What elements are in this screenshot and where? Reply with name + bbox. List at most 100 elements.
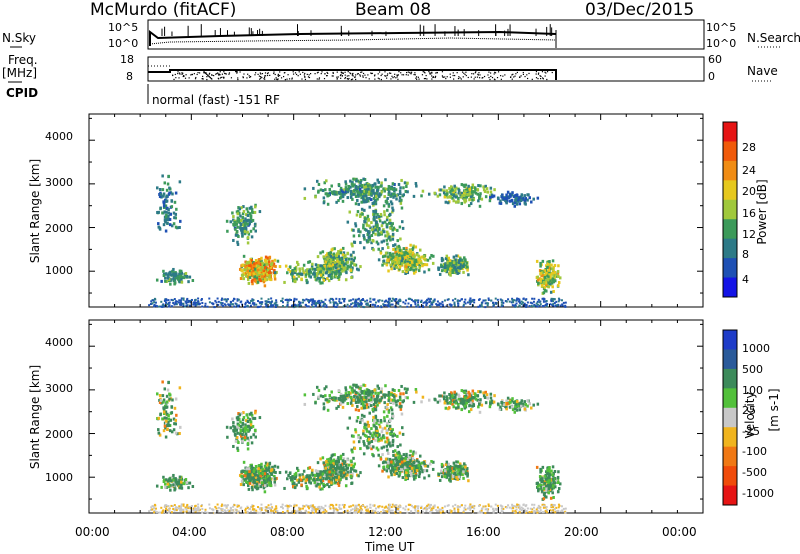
- power-cell: [232, 299, 235, 302]
- nave-dot: [544, 71, 546, 73]
- velocity-cell: [247, 424, 250, 428]
- power-cell: [346, 196, 349, 200]
- power-cell: [354, 185, 358, 189]
- power-cell: [293, 267, 297, 271]
- power-cell: [246, 241, 250, 245]
- power-cell: [256, 306, 259, 309]
- power-cell: [448, 271, 452, 275]
- power-cell: [167, 302, 170, 305]
- power-cell: [172, 302, 175, 305]
- power-cell: [502, 197, 506, 201]
- velocity-cell: [372, 454, 375, 458]
- velocity-cell: [251, 488, 254, 492]
- power-cell: [266, 262, 269, 266]
- power-cell: [265, 305, 268, 308]
- velocity-cell: [269, 484, 273, 488]
- velocity-cell: [368, 411, 371, 415]
- power-cell: [162, 194, 165, 198]
- nave-dot: [446, 76, 448, 78]
- vel-cb-tick-100: 100: [742, 384, 763, 397]
- power-cell: [296, 305, 299, 308]
- nave-dot: [400, 72, 402, 74]
- velocity-cell: [255, 473, 258, 477]
- power-cell: [260, 302, 263, 305]
- power-cell: [378, 227, 381, 231]
- velocity-cell: [357, 440, 361, 444]
- power-cell: [360, 183, 363, 187]
- power-cell: [500, 304, 503, 307]
- power-cell: [174, 191, 178, 195]
- velocity-cell: [394, 453, 397, 457]
- power-cell: [241, 263, 244, 267]
- power-cell: [529, 301, 532, 304]
- power-cell: [342, 262, 346, 266]
- velocity-cell: [250, 413, 254, 417]
- nave-dot: [452, 74, 454, 77]
- power-cell: [454, 258, 458, 262]
- nave-dot: [512, 73, 514, 75]
- power-cell: [354, 224, 358, 228]
- power-cell: [165, 216, 168, 220]
- power-cell: [253, 302, 256, 305]
- velocity-cell: [324, 466, 327, 470]
- nave-dot: [477, 73, 479, 75]
- velocity-cell: [415, 473, 418, 477]
- power-cell: [442, 304, 445, 307]
- velocity-cell: [333, 466, 337, 470]
- power-cell: [536, 303, 539, 306]
- power-cell: [349, 299, 352, 302]
- nave-dot: [173, 78, 175, 81]
- velocity-cell: [330, 478, 334, 482]
- nave-dot: [344, 71, 346, 73]
- velocity-cell: [444, 469, 447, 473]
- velocity-cell: [353, 446, 357, 450]
- power-cell: [362, 246, 366, 250]
- power-cell: [391, 232, 395, 236]
- power-cell: [378, 299, 381, 302]
- power-cell: [468, 192, 472, 196]
- velocity-cell: [239, 420, 242, 424]
- power-cell: [242, 277, 245, 281]
- power-cell: [449, 269, 452, 273]
- nave-dot: [426, 78, 428, 80]
- power-cell: [440, 265, 443, 269]
- velocity-cell: [443, 472, 447, 476]
- power-cell: [406, 257, 409, 261]
- power-cell: [194, 298, 197, 301]
- power-cell: [505, 201, 508, 205]
- power-cell: [525, 298, 528, 301]
- velocity-cell: [395, 458, 399, 462]
- power-cell: [262, 280, 266, 284]
- velocity-cell: [438, 478, 442, 482]
- power-cell: [246, 230, 249, 234]
- power-cell: [180, 280, 184, 284]
- power-cell: [305, 298, 308, 301]
- power-cell: [235, 230, 239, 234]
- power-cell: [535, 259, 539, 263]
- velocity-cell: [344, 484, 348, 488]
- velocity-cell: [236, 431, 239, 435]
- power-cell: [246, 214, 250, 218]
- velocity-cell: [264, 461, 268, 465]
- velocity-cell: [384, 440, 387, 444]
- velocity-cell: [332, 462, 335, 466]
- nave-dot: [323, 77, 326, 80]
- velocity-cell: [424, 464, 427, 468]
- power-cell: [334, 266, 338, 270]
- power-cell: [260, 271, 264, 275]
- power-cell: [413, 300, 416, 303]
- velocity-cell: [359, 447, 362, 451]
- power-cell: [173, 216, 176, 220]
- velocity-cell: [245, 425, 249, 429]
- power-cell: [417, 269, 421, 273]
- power-cell: [329, 267, 333, 271]
- power-cell: [352, 228, 355, 232]
- velocity-cell: [409, 457, 413, 461]
- nave-dot: [356, 73, 359, 75]
- power-cell: [158, 194, 162, 198]
- velocity-cell: [381, 461, 385, 465]
- power-cell: [286, 301, 289, 304]
- velocity-cell: [242, 427, 245, 431]
- power-cell: [453, 301, 456, 304]
- nave-dot: [306, 73, 308, 76]
